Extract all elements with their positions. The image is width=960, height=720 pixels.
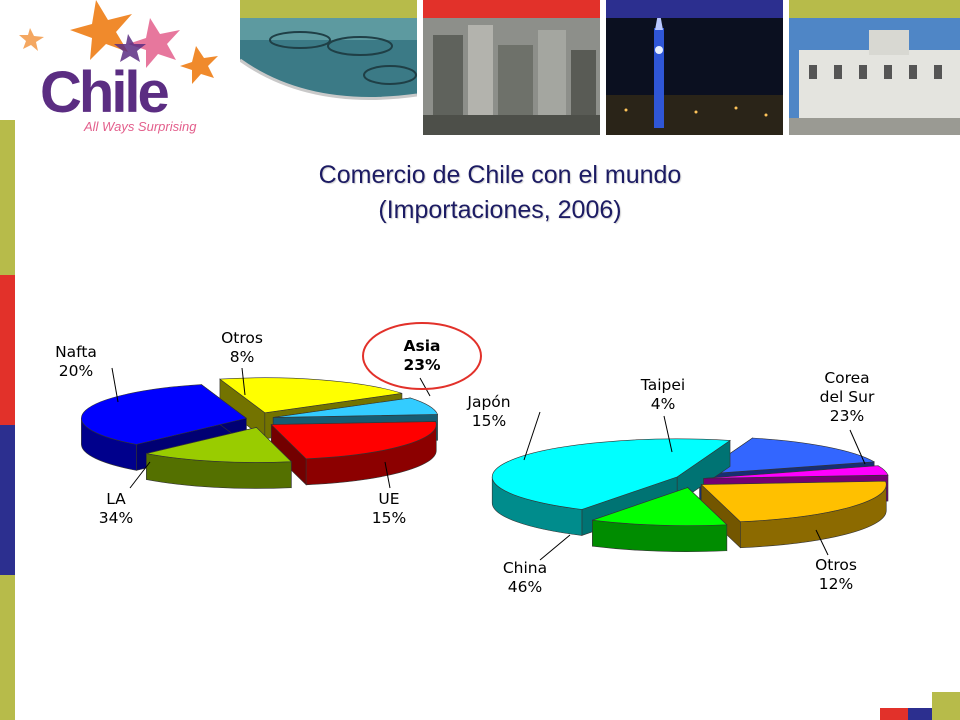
slice-asia: [270, 421, 437, 486]
slice-ue: [146, 426, 292, 489]
photo-aquaculture: [239, 0, 418, 135]
slide-title: Comercio de Chile con el mundo (Importac…: [180, 158, 820, 228]
slice-label-ue: UE: [378, 490, 399, 508]
city-image: [423, 0, 600, 135]
leader-line-corea-del-sur: [849, 429, 866, 465]
accent-red: [0, 275, 15, 425]
slice-value-ue: 15%: [372, 509, 406, 527]
star-icon: [19, 28, 44, 51]
slice-label-japon: Japón: [466, 393, 510, 411]
slice-label-taipei: Taipei: [640, 376, 685, 394]
logo-graphic: Chile All Ways Surprising: [19, 0, 218, 134]
title-line-1: Comercio de Chile con el mundo: [318, 161, 682, 189]
corner-decoration: [880, 692, 960, 720]
accent-blue: [0, 425, 15, 575]
star-icon: [128, 18, 180, 68]
slice-value-japon: 15%: [472, 412, 506, 430]
slice-top: [146, 427, 292, 463]
logo-wordmark: Chile: [40, 60, 169, 125]
leader-line-la: [129, 461, 151, 489]
tower-night-image: [606, 0, 783, 135]
leader-line-ue: [384, 461, 391, 489]
slice-corea-del-sur: [700, 480, 887, 549]
slice-value-otros: 12%: [819, 575, 853, 593]
star-icon: [114, 34, 146, 62]
slice-top: [592, 487, 728, 526]
slice-value-asia: 23%: [403, 356, 441, 374]
slice-top: [700, 480, 887, 523]
slice-label-corea-del-sur: Corea: [824, 369, 869, 387]
title-line-2: (Importaciones, 2006): [378, 196, 622, 224]
photo-palace: [789, 0, 960, 135]
slice-value-la: 34%: [99, 509, 133, 527]
accent-olive-bottom: [0, 575, 15, 720]
slice-value-otros: 8%: [230, 348, 255, 366]
leader-line-china: [539, 534, 571, 561]
slice-top: [270, 421, 437, 460]
leader-line-asia: [419, 377, 431, 397]
slice-top: [219, 377, 403, 414]
slice-label-asia: Asia: [404, 337, 441, 355]
photo-band-red: [423, 0, 600, 18]
slice-value-china: 46%: [508, 578, 542, 596]
chile-logo: Chile All Ways Surprising: [0, 0, 240, 140]
slice-top: [273, 397, 439, 418]
leader-line-nafta: [111, 367, 119, 403]
logo-tagline: All Ways Surprising: [83, 119, 197, 134]
header-photo-strip: [239, 0, 960, 135]
leader-line-otros: [241, 367, 246, 396]
highlight-circle: [362, 322, 482, 390]
slice-value-taipei: 4%: [651, 395, 676, 413]
slice-label-otros: Otros: [221, 329, 263, 347]
star-icon: [180, 46, 218, 84]
slice-top: [698, 437, 876, 475]
leader-line-otros: [815, 529, 829, 556]
slice-otros: [592, 486, 728, 552]
photo-city: [423, 0, 600, 135]
accent-olive-top: [0, 120, 15, 275]
leader-line-japon: [523, 411, 541, 461]
slice-label-nafta: Nafta: [55, 343, 97, 361]
slice-value-corea-del-sur: 23%: [830, 407, 864, 425]
slice-top: [491, 438, 731, 510]
slice-label-corea-del-sur: del Sur: [820, 388, 875, 406]
palace-image: [789, 0, 960, 135]
slice-top: [81, 384, 248, 445]
photo-band-blue: [606, 0, 783, 18]
slice-label-china: China: [503, 559, 547, 577]
slice-top: [703, 465, 889, 479]
slice-label-otros: Otros: [815, 556, 857, 574]
leader-line-taipei: [663, 415, 673, 453]
photo-band-olive-2: [789, 0, 960, 18]
slice-label-la: LA: [106, 490, 126, 508]
slice-value-nafta: 20%: [59, 362, 93, 380]
photo-band-olive: [240, 0, 417, 18]
left-accent-bar: [0, 120, 15, 720]
photo-tower-night: [606, 0, 783, 135]
